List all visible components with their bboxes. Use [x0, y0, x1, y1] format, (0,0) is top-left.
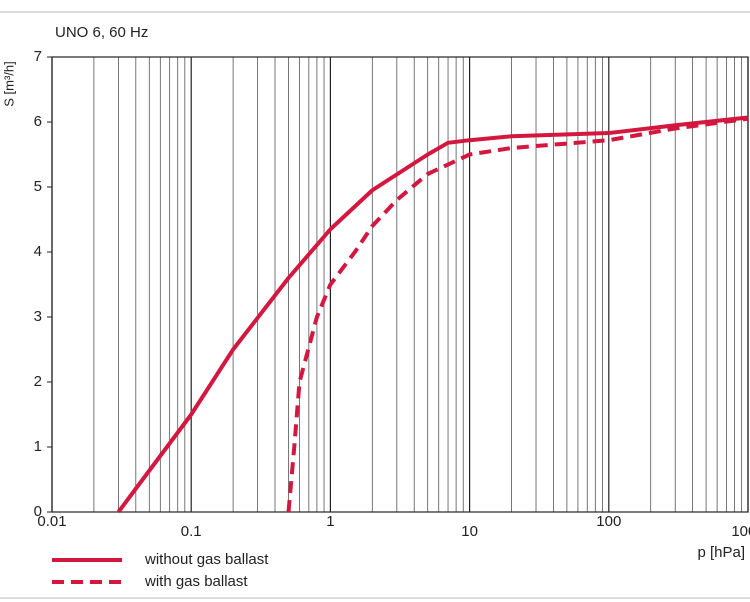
y-tick-label: 5: [34, 178, 42, 195]
series-line: [116, 115, 749, 514]
series-line: [286, 116, 749, 513]
x-tick-label: 1: [326, 513, 334, 530]
y-tick-label: 7: [34, 48, 42, 65]
y-axis-label: S [m³/h]: [1, 61, 16, 107]
x-tick-label: 0.1: [181, 523, 202, 540]
y-tick-label: 0: [34, 503, 42, 520]
chart-title: UNO 6, 60 Hz: [55, 24, 148, 41]
y-tick-label: 1: [34, 438, 42, 455]
legend-label: with gas ballast: [144, 573, 248, 590]
y-tick-label: 6: [34, 113, 42, 130]
x-axis-label: p [hPa]: [697, 544, 745, 561]
x-tick-label: 0.01: [37, 513, 66, 530]
x-tick-label: 100: [596, 513, 621, 530]
y-tick-label: 3: [34, 308, 42, 325]
legend-label: without gas ballast: [144, 551, 269, 568]
y-tick-label: 2: [34, 373, 42, 390]
y-tick-label: 4: [34, 243, 42, 260]
x-tick-label: 1000: [731, 523, 750, 540]
plot-frame: [51, 56, 749, 513]
x-tick-label: 10: [461, 523, 478, 540]
